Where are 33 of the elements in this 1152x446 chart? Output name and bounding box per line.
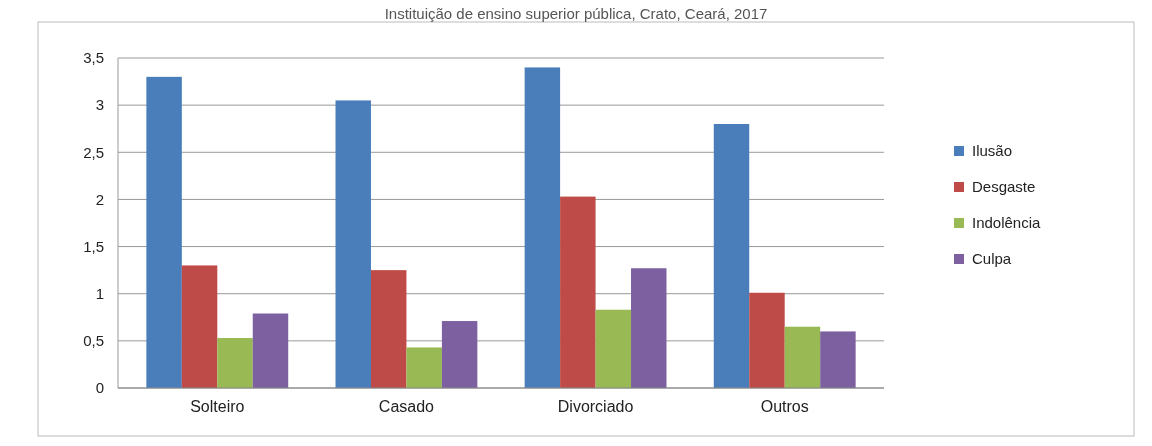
bar: [335, 100, 371, 388]
bar: [181, 265, 218, 388]
chart-title: Instituição de ensino superior pública, Crato, Ceará, 2017: [384, 5, 768, 22]
y-tick-label: 1: [95, 284, 104, 302]
legend-label: Culpa: [972, 250, 1012, 268]
bar: [146, 76, 182, 388]
bar: [560, 196, 596, 388]
y-tick-label: 2,5: [83, 143, 104, 161]
bar: [631, 268, 667, 388]
bar: [217, 338, 253, 388]
bar: [370, 270, 407, 388]
bar: [406, 347, 442, 388]
bar: [749, 292, 785, 388]
bar: [820, 331, 856, 388]
legend-label: Indolência: [972, 214, 1042, 232]
bar: [713, 124, 750, 388]
x-tick-label: Casado: [378, 398, 435, 415]
legend-label: Ilusão: [972, 142, 1013, 160]
x-tick-label: Solteiro: [190, 398, 245, 415]
bar: [441, 321, 478, 388]
bar: [784, 326, 821, 388]
bar: [252, 313, 289, 388]
bar: [524, 67, 561, 388]
bar: [595, 309, 632, 388]
y-tick-label: 2: [95, 190, 104, 208]
y-tick-label: 0: [95, 379, 104, 397]
legend-label: Desgaste: [972, 178, 1036, 196]
x-tick-label: Divorciado: [557, 398, 634, 415]
y-tick-label: 3,5: [83, 49, 104, 67]
y-tick-label: 0,5: [83, 332, 104, 350]
x-tick-label: Outros: [760, 398, 809, 415]
y-tick-label: 1,5: [83, 237, 104, 255]
y-tick-label: 3: [95, 96, 104, 114]
